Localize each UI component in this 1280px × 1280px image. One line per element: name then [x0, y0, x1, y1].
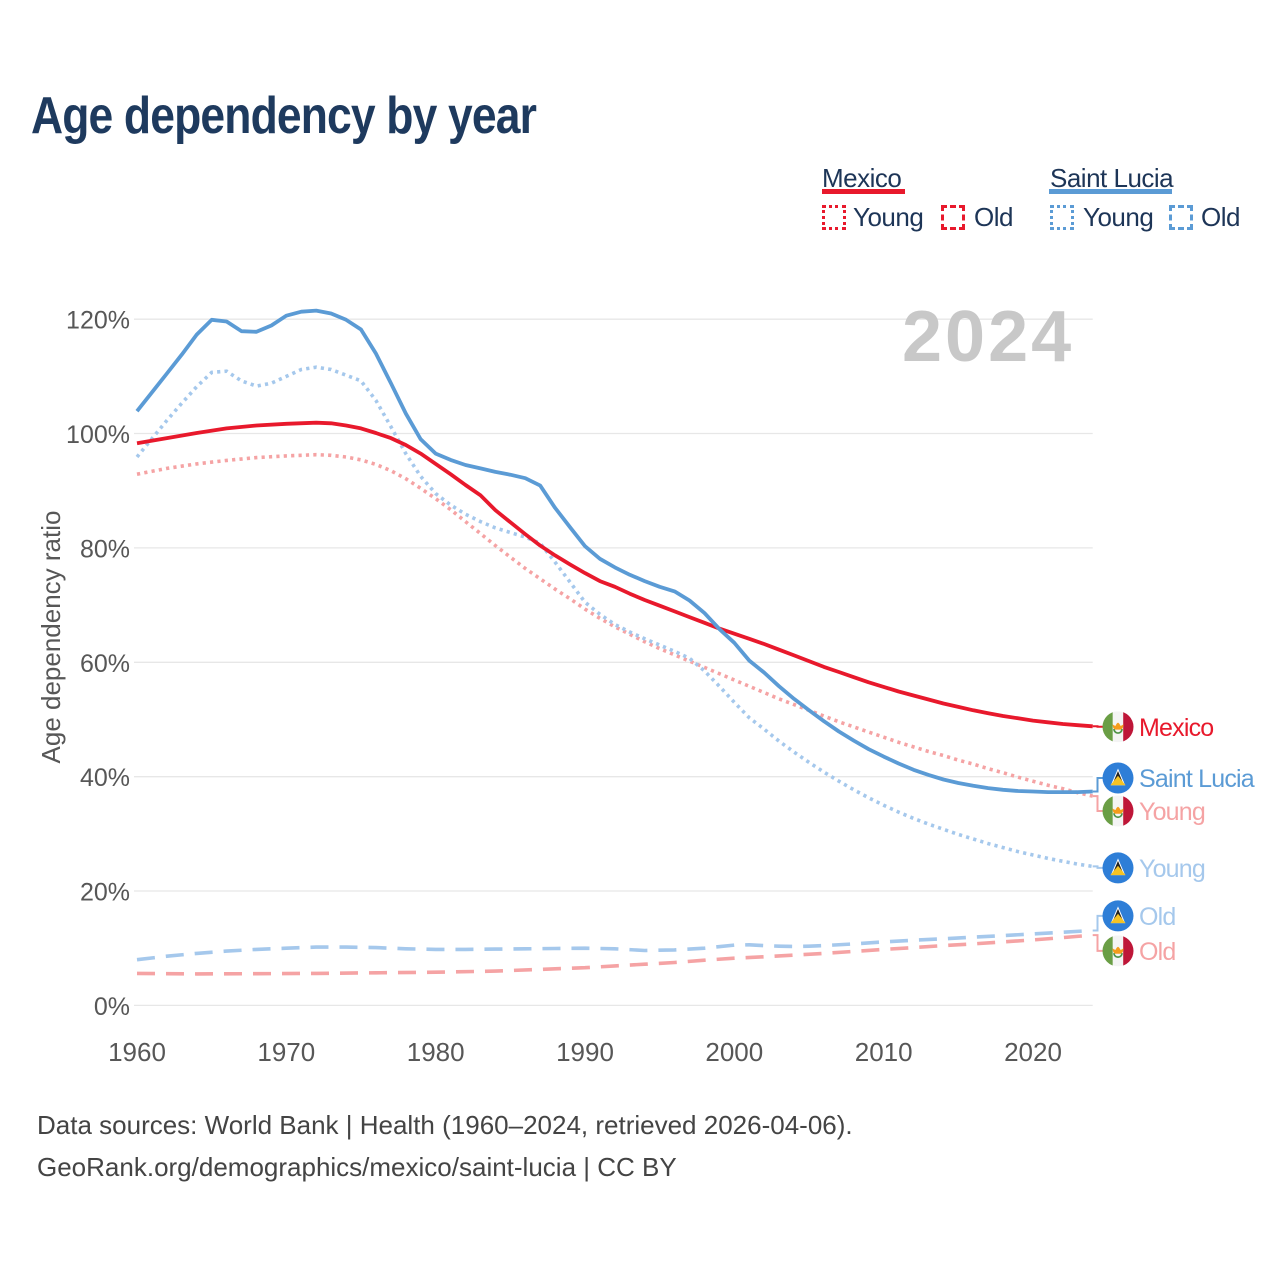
svg-text:40%: 40% [80, 764, 130, 792]
svg-text:Young: Young [1139, 855, 1205, 883]
svg-text:Saint Lucia: Saint Lucia [1139, 765, 1255, 793]
svg-text:20%: 20% [80, 879, 130, 907]
svg-text:2024: 2024 [902, 297, 1074, 377]
svg-text:0%: 0% [94, 993, 130, 1021]
svg-text:1980: 1980 [407, 1037, 465, 1067]
svg-text:80%: 80% [80, 535, 130, 563]
svg-text:2020: 2020 [1004, 1037, 1062, 1067]
svg-text:2000: 2000 [705, 1037, 763, 1067]
svg-text:Old: Old [1139, 903, 1176, 931]
svg-text:120%: 120% [66, 307, 130, 335]
svg-text:1960: 1960 [108, 1037, 166, 1067]
svg-text:Young: Young [1139, 798, 1205, 826]
svg-text:1970: 1970 [257, 1037, 315, 1067]
svg-text:60%: 60% [80, 650, 130, 678]
svg-text:Mexico: Mexico [1139, 714, 1213, 742]
svg-text:100%: 100% [66, 421, 130, 449]
svg-text:Old: Old [1139, 938, 1176, 966]
svg-text:Age dependency ratio: Age dependency ratio [36, 511, 66, 764]
svg-text:1990: 1990 [556, 1037, 614, 1067]
svg-text:2010: 2010 [855, 1037, 913, 1067]
